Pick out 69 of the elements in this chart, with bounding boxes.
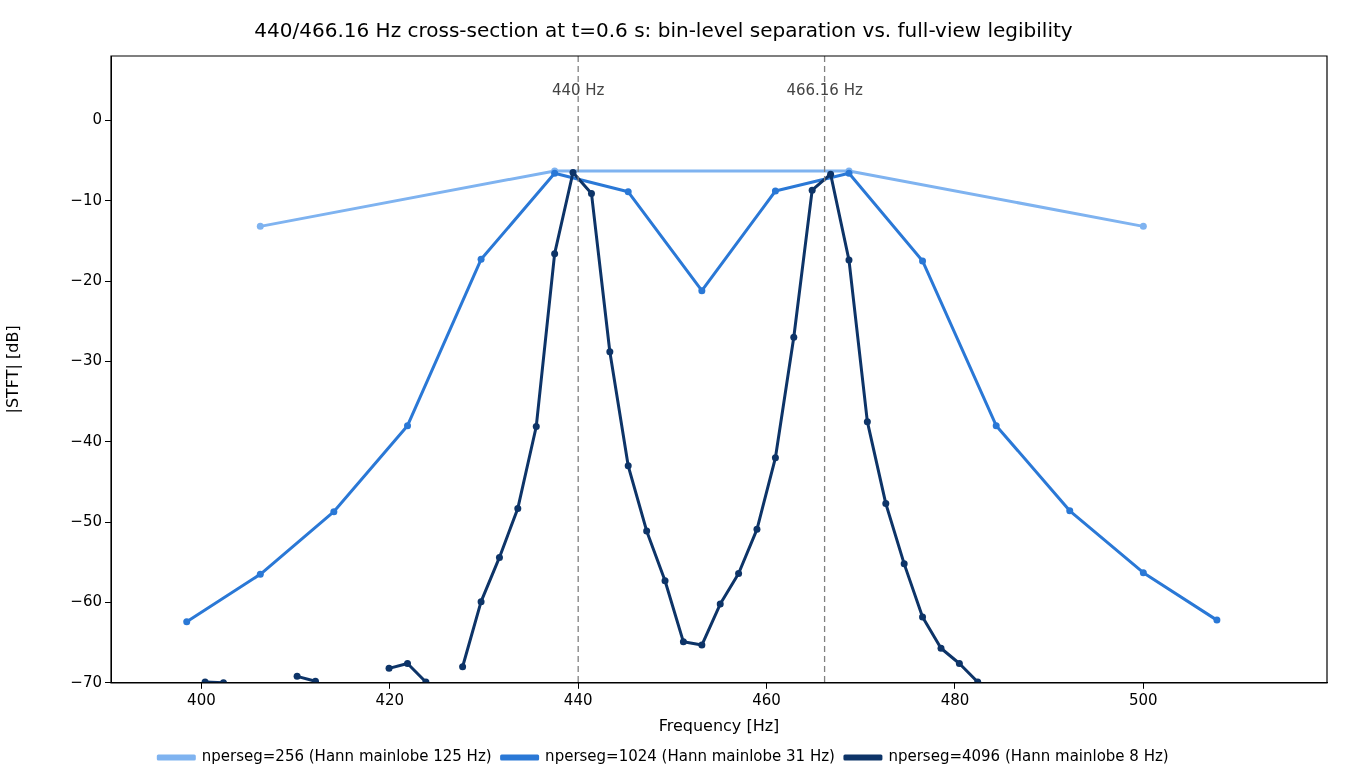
- point: [716, 600, 724, 608]
- x-tick-label: 460: [752, 690, 781, 709]
- point: [551, 250, 559, 258]
- y-tick-label: −70: [70, 672, 102, 691]
- point: [1139, 222, 1147, 230]
- point: [256, 222, 264, 230]
- point: [477, 255, 485, 263]
- point: [863, 418, 871, 426]
- point: [771, 187, 779, 195]
- point: [698, 641, 706, 649]
- legend-label: nperseg=1024 (Hann mainlobe 31 Hz): [545, 747, 835, 766]
- point: [643, 527, 651, 535]
- point: [919, 613, 927, 621]
- point: [404, 422, 412, 430]
- x-tick-label: 500: [1129, 690, 1158, 709]
- point: [624, 188, 632, 196]
- point: [882, 500, 890, 508]
- point: [735, 570, 743, 578]
- y-tick-label: −30: [70, 351, 102, 370]
- point: [1066, 507, 1074, 515]
- y-axis-title: |STFT| [dB]: [2, 325, 22, 414]
- point: [606, 348, 614, 356]
- point: [900, 560, 908, 568]
- point: [661, 577, 669, 585]
- point: [1139, 569, 1147, 577]
- point: [330, 508, 338, 516]
- point: [569, 169, 577, 177]
- chart-title: 440/466.16 Hz cross-section at t=0.6 s: bin-level separation vs. full-view legibility: [254, 18, 1073, 43]
- legend-label: nperseg=256 (Hann mainlobe 125 Hz): [201, 747, 492, 766]
- point: [293, 672, 301, 680]
- y-tick-label: −10: [70, 190, 102, 209]
- point: [587, 189, 595, 197]
- point: [955, 660, 963, 668]
- x-tick-label: 400: [187, 690, 216, 709]
- point: [311, 677, 319, 683]
- point: [919, 257, 927, 265]
- y-tick-label: −60: [70, 592, 102, 611]
- point: [532, 422, 540, 430]
- point: [514, 504, 522, 512]
- point: [679, 638, 687, 646]
- point: [808, 186, 816, 194]
- point: [698, 287, 706, 295]
- point: [753, 525, 761, 533]
- point: [477, 598, 485, 606]
- point: [385, 664, 393, 672]
- x-axis-title: Frequency [Hz]: [658, 715, 780, 735]
- point: [771, 454, 779, 462]
- point: [827, 170, 835, 178]
- point: [937, 644, 945, 652]
- y-tick-label: −20: [70, 270, 102, 289]
- legend-label: nperseg=4096 (Hann mainlobe 8 Hz): [888, 747, 1169, 766]
- point: [495, 553, 503, 561]
- y-tick-label: −50: [70, 511, 102, 530]
- point: [845, 256, 853, 264]
- x-tick-label: 440: [563, 690, 593, 709]
- ref-line-label: 440 Hz: [551, 80, 605, 99]
- x-tick-label: 420: [375, 690, 405, 709]
- point: [1213, 616, 1221, 624]
- y-tick-label: −40: [70, 431, 102, 450]
- y-tick-label: 0: [92, 110, 102, 129]
- point: [624, 462, 632, 470]
- point: [459, 663, 467, 671]
- ref-line-label: 466.16 Hz: [786, 80, 863, 99]
- point: [183, 618, 191, 626]
- point: [790, 333, 798, 341]
- point: [404, 660, 412, 668]
- point: [992, 422, 1000, 430]
- point: [256, 570, 264, 578]
- x-tick-label: 480: [940, 690, 970, 709]
